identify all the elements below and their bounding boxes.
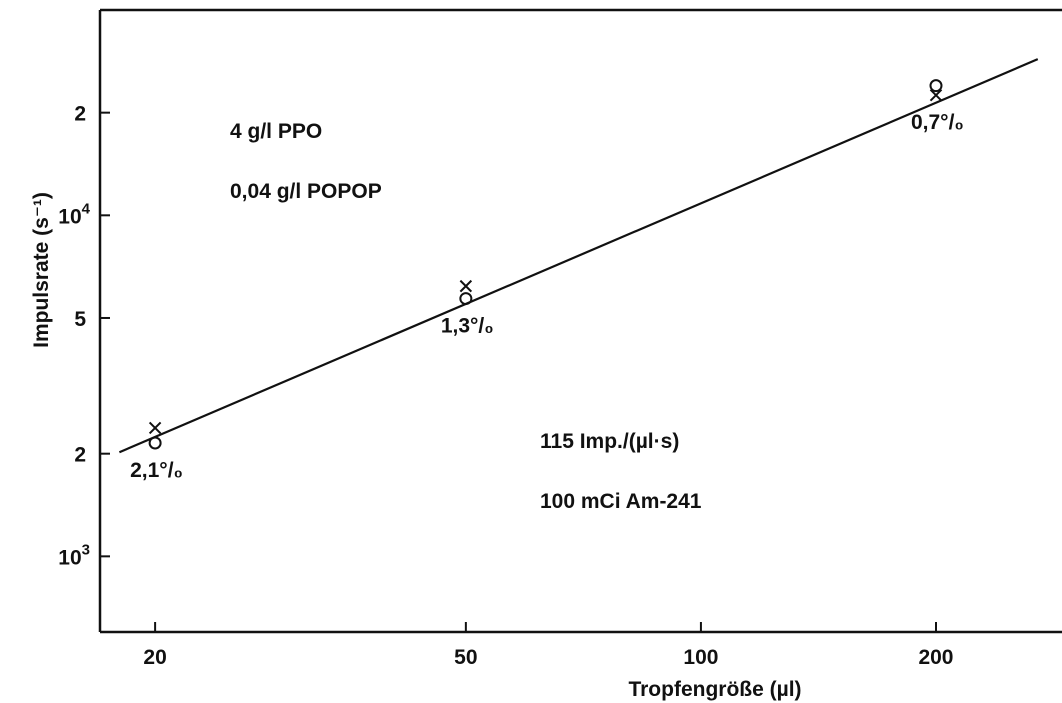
point-percent-label: 2,1°/₀ bbox=[130, 459, 183, 482]
x-tick-label: 100 bbox=[683, 646, 718, 669]
point-percent-label: 1,3°/₀ bbox=[441, 315, 494, 338]
cross-point bbox=[459, 279, 473, 293]
y-tick-label: 2 bbox=[74, 103, 86, 126]
x-tick-label: 20 bbox=[143, 646, 166, 669]
y-tick-label: 103 bbox=[58, 541, 90, 569]
cross-point bbox=[929, 89, 943, 102]
fit-line bbox=[118, 58, 1039, 454]
plot-frame bbox=[98, 8, 1062, 634]
y-tick-label: 5 bbox=[74, 308, 86, 331]
annotation-rate: 115 Imp./(µl·s) bbox=[540, 430, 679, 453]
y-axis-ticks: 103 2 5 104 2 bbox=[58, 103, 110, 569]
fit-line-group bbox=[118, 58, 1039, 454]
x-tick-label: 50 bbox=[454, 646, 477, 669]
y-axis-title: Impulsrate (s⁻¹) bbox=[30, 192, 53, 348]
circle-point bbox=[459, 292, 473, 306]
y-tick-label: 104 bbox=[58, 200, 90, 228]
y-tick-label: 2 bbox=[74, 444, 86, 467]
point-percent-label: 0,7°/₀ bbox=[911, 111, 964, 134]
circle-point bbox=[929, 79, 943, 93]
annotation-ppo: 4 g/l PPO bbox=[230, 120, 322, 143]
annotation-popop: 0,04 g/l POPOP bbox=[230, 180, 382, 203]
x-axis-title: Tropfengröße (µl) bbox=[628, 678, 801, 701]
circle-point bbox=[148, 436, 162, 450]
x-tick-label: 200 bbox=[918, 646, 953, 669]
annotation-source: 100 mCi Am-241 bbox=[540, 490, 702, 513]
point-labels: 2,1°/₀ 1,3°/₀ 0,7°/₀ bbox=[130, 111, 964, 482]
x-axis-ticks: 20 50 100 200 bbox=[143, 622, 954, 669]
data-points bbox=[148, 79, 943, 450]
cross-point bbox=[148, 421, 162, 435]
